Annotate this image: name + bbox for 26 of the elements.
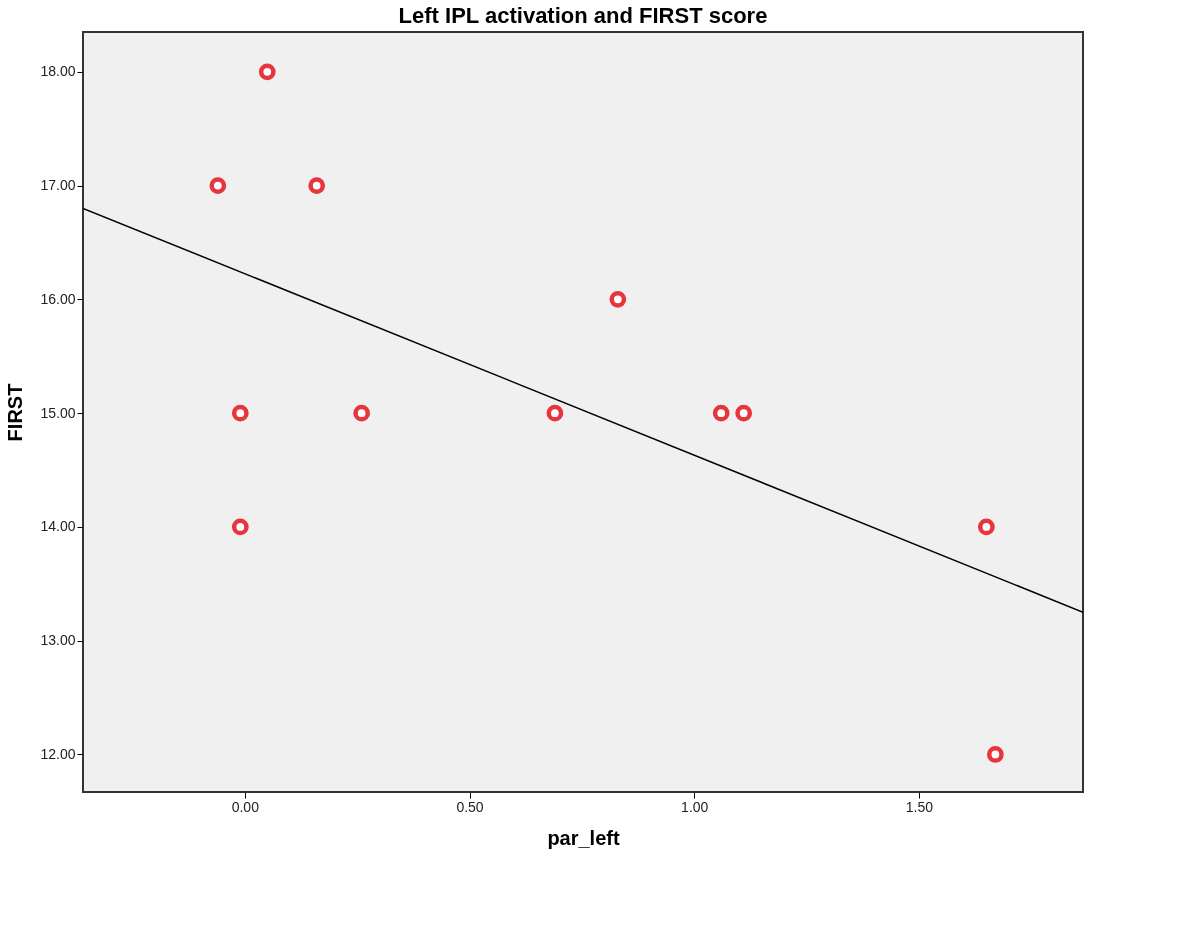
- point: [978, 518, 995, 536]
- x-tick-label: 0.50: [456, 798, 484, 815]
- x-axis-title: par_left: [547, 826, 620, 849]
- y-tick-label: 16.00: [40, 290, 76, 307]
- point: [258, 63, 276, 81]
- point: [712, 404, 730, 422]
- point: [735, 404, 753, 422]
- point: [609, 291, 627, 308]
- y-tick-label: 18.00: [40, 63, 76, 80]
- point: [231, 404, 249, 422]
- point: [546, 404, 564, 422]
- chart-title: Left IPL activation and FIRST score: [398, 3, 768, 28]
- point: [231, 518, 249, 536]
- x-tick-label: 0.00: [231, 798, 260, 815]
- y-tick-label: 14.00: [40, 518, 76, 535]
- x-tick-label: 1.50: [905, 798, 934, 815]
- point: [986, 746, 1004, 763]
- y-axis-title: FIRST: [4, 383, 27, 442]
- point: [308, 177, 326, 194]
- point: [209, 177, 227, 194]
- point: [353, 404, 371, 422]
- y-tick-label: 17.00: [40, 177, 76, 194]
- x-tick-label: 1.00: [681, 798, 709, 815]
- y-tick-label: 15.00: [40, 404, 76, 421]
- y-tick-label: 13.00: [40, 632, 76, 649]
- y-tick-label: 12.00: [40, 745, 76, 762]
